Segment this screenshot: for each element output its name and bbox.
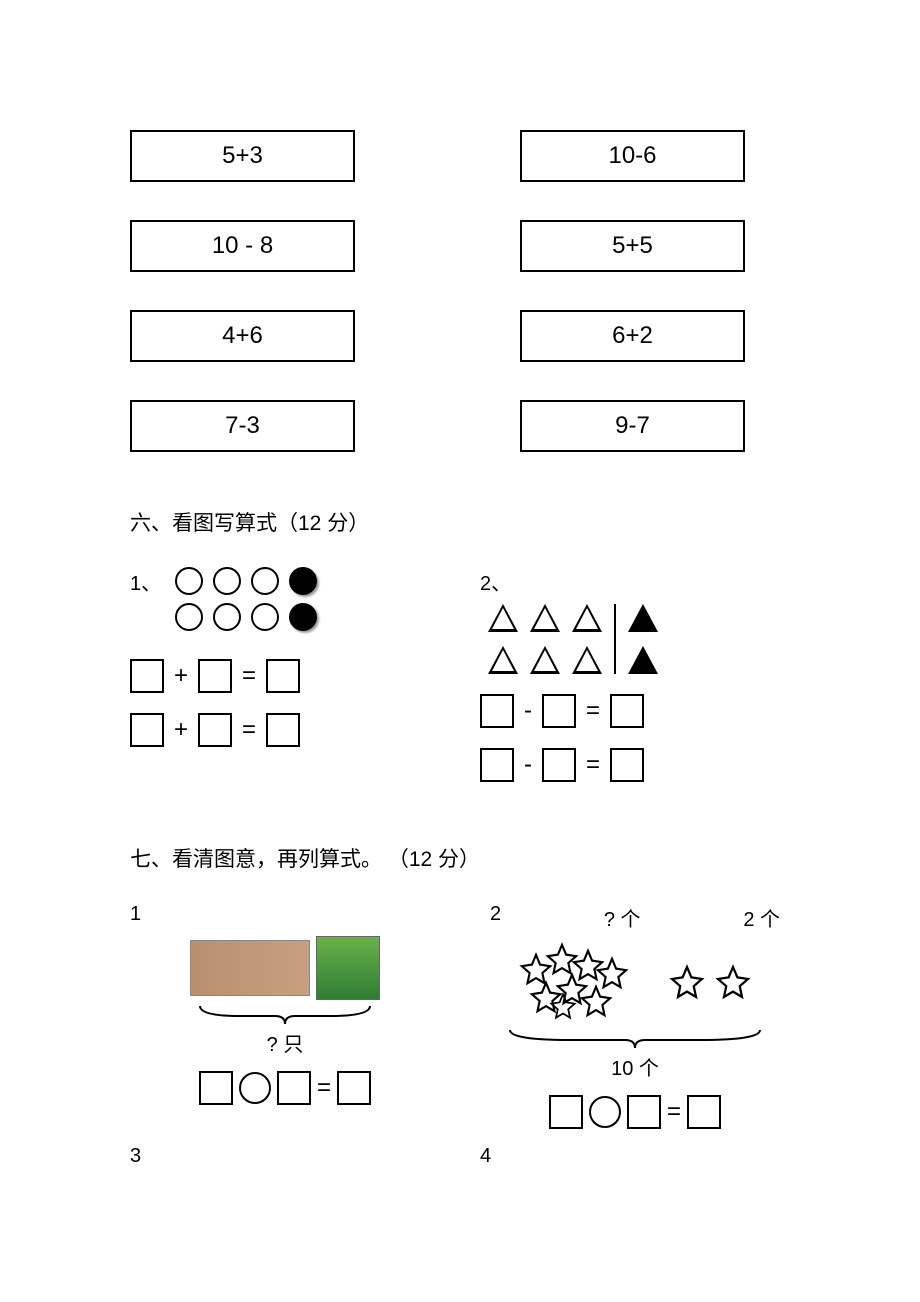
answer-box[interactable] bbox=[687, 1095, 721, 1129]
triangle-icon bbox=[530, 646, 560, 674]
section6-heading: 六、看图写算式（12 分） bbox=[130, 507, 790, 537]
operator: + bbox=[174, 662, 188, 690]
ducks-left-image bbox=[190, 940, 310, 996]
circle-icon bbox=[251, 603, 279, 631]
q7-question1: 1 ? 只 = bbox=[130, 903, 440, 1129]
two-stars bbox=[669, 964, 751, 1000]
answer-box[interactable] bbox=[627, 1095, 661, 1129]
q7-question2: 2 ? 个 2 个 10 个 bbox=[480, 903, 790, 1129]
expr-box: 10 - 8 bbox=[130, 220, 355, 272]
answer-box[interactable] bbox=[198, 659, 232, 693]
brace-down-icon bbox=[505, 1028, 765, 1050]
operator: - bbox=[524, 751, 532, 779]
operator: - bbox=[524, 697, 532, 725]
operator-circle[interactable] bbox=[239, 1072, 271, 1104]
answer-box[interactable] bbox=[480, 694, 514, 728]
equals: = bbox=[667, 1098, 681, 1126]
equals: = bbox=[242, 716, 256, 744]
star-icon bbox=[669, 964, 705, 1000]
divider-line bbox=[614, 604, 616, 674]
answer-box[interactable] bbox=[130, 713, 164, 747]
triangle-shapes bbox=[488, 604, 790, 674]
q7-q4-num: 4 bbox=[480, 1145, 790, 1168]
answer-box[interactable] bbox=[198, 713, 232, 747]
expr-box: 9-7 bbox=[520, 400, 745, 452]
triangle-icon bbox=[488, 646, 518, 674]
equation-line: + = bbox=[130, 659, 440, 693]
brace-down-icon bbox=[195, 1004, 375, 1026]
circle-icon bbox=[213, 567, 241, 595]
answer-box[interactable] bbox=[480, 748, 514, 782]
expression-grid: 5+3 10-6 10 - 8 5+5 4+6 6+2 7-3 9-7 bbox=[130, 130, 790, 452]
q7-q2-top-left-label: ? 个 bbox=[604, 903, 641, 932]
circle-icon bbox=[213, 603, 241, 631]
equation-line: - = bbox=[480, 748, 790, 782]
answer-box[interactable] bbox=[277, 1071, 311, 1105]
triangle-icon bbox=[572, 604, 602, 632]
circle-filled-icon bbox=[289, 567, 317, 595]
star-cluster bbox=[519, 942, 629, 1022]
triangle-icon bbox=[488, 604, 518, 632]
operator: + bbox=[174, 716, 188, 744]
q6-q2-label: 2、 bbox=[480, 567, 511, 596]
answer-box[interactable] bbox=[549, 1095, 583, 1129]
expr-box: 6+2 bbox=[520, 310, 745, 362]
equals: = bbox=[586, 751, 600, 779]
q6-question1: 1、 + = bbox=[130, 567, 440, 788]
triangle-filled-icon bbox=[628, 646, 658, 674]
q7-q3-num: 3 bbox=[130, 1145, 440, 1168]
ducks-right-image bbox=[316, 936, 380, 1000]
answer-box[interactable] bbox=[610, 694, 644, 728]
circle-shapes bbox=[175, 567, 317, 639]
answer-box[interactable] bbox=[337, 1071, 371, 1105]
brace-label: ? 只 bbox=[130, 1028, 440, 1057]
equals: = bbox=[586, 697, 600, 725]
footer-numbers: 3 4 bbox=[130, 1145, 790, 1168]
expr-box: 4+6 bbox=[130, 310, 355, 362]
q7-q2-num: 2 bbox=[490, 903, 501, 932]
section6-body: 1、 + = bbox=[130, 567, 790, 788]
circle-icon bbox=[251, 567, 279, 595]
circle-filled-icon bbox=[289, 603, 317, 631]
star-icon bbox=[715, 964, 751, 1000]
circle-icon bbox=[175, 603, 203, 631]
ducks-image-group bbox=[130, 936, 440, 1000]
answer-box[interactable] bbox=[266, 713, 300, 747]
answer-box[interactable] bbox=[542, 748, 576, 782]
section7-heading: 七、看清图意，再列算式。 （12 分） bbox=[130, 843, 790, 873]
section7-body: 1 ? 只 = 2 ? 个 2 个 bbox=[130, 903, 790, 1129]
stars-group bbox=[480, 942, 790, 1022]
equation-line: = bbox=[130, 1071, 440, 1105]
operator-circle[interactable] bbox=[589, 1096, 621, 1128]
q6-q1-label: 1、 bbox=[130, 567, 161, 596]
equation-line: - = bbox=[480, 694, 790, 728]
answer-box[interactable] bbox=[199, 1071, 233, 1105]
answer-box[interactable] bbox=[610, 748, 644, 782]
expr-box: 10-6 bbox=[520, 130, 745, 182]
circle-icon bbox=[175, 567, 203, 595]
equation-line: + = bbox=[130, 713, 440, 747]
triangle-icon bbox=[530, 604, 560, 632]
q7-q1-num: 1 bbox=[130, 903, 440, 926]
answer-box[interactable] bbox=[542, 694, 576, 728]
expr-box: 7-3 bbox=[130, 400, 355, 452]
equals: = bbox=[317, 1074, 331, 1102]
equation-line: = bbox=[480, 1095, 790, 1129]
triangle-filled-icon bbox=[628, 604, 658, 632]
q7-q2-top-right-label: 2 个 bbox=[743, 903, 780, 932]
q6-question2: 2、 bbox=[480, 567, 790, 788]
brace-label: 10 个 bbox=[480, 1052, 790, 1081]
answer-box[interactable] bbox=[266, 659, 300, 693]
equals: = bbox=[242, 662, 256, 690]
answer-box[interactable] bbox=[130, 659, 164, 693]
expr-box: 5+3 bbox=[130, 130, 355, 182]
expr-box: 5+5 bbox=[520, 220, 745, 272]
triangle-icon bbox=[572, 646, 602, 674]
